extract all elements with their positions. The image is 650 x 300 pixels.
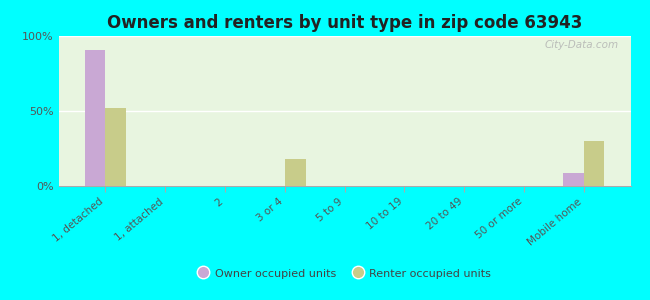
Title: Owners and renters by unit type in zip code 63943: Owners and renters by unit type in zip c… xyxy=(107,14,582,32)
Text: City-Data.com: City-Data.com xyxy=(545,40,619,50)
Bar xyxy=(84,50,105,186)
Bar xyxy=(584,141,605,186)
Bar xyxy=(563,172,584,186)
Bar xyxy=(285,159,306,186)
Legend: Owner occupied units, Renter occupied units: Owner occupied units, Renter occupied un… xyxy=(194,264,495,283)
Bar xyxy=(105,108,126,186)
